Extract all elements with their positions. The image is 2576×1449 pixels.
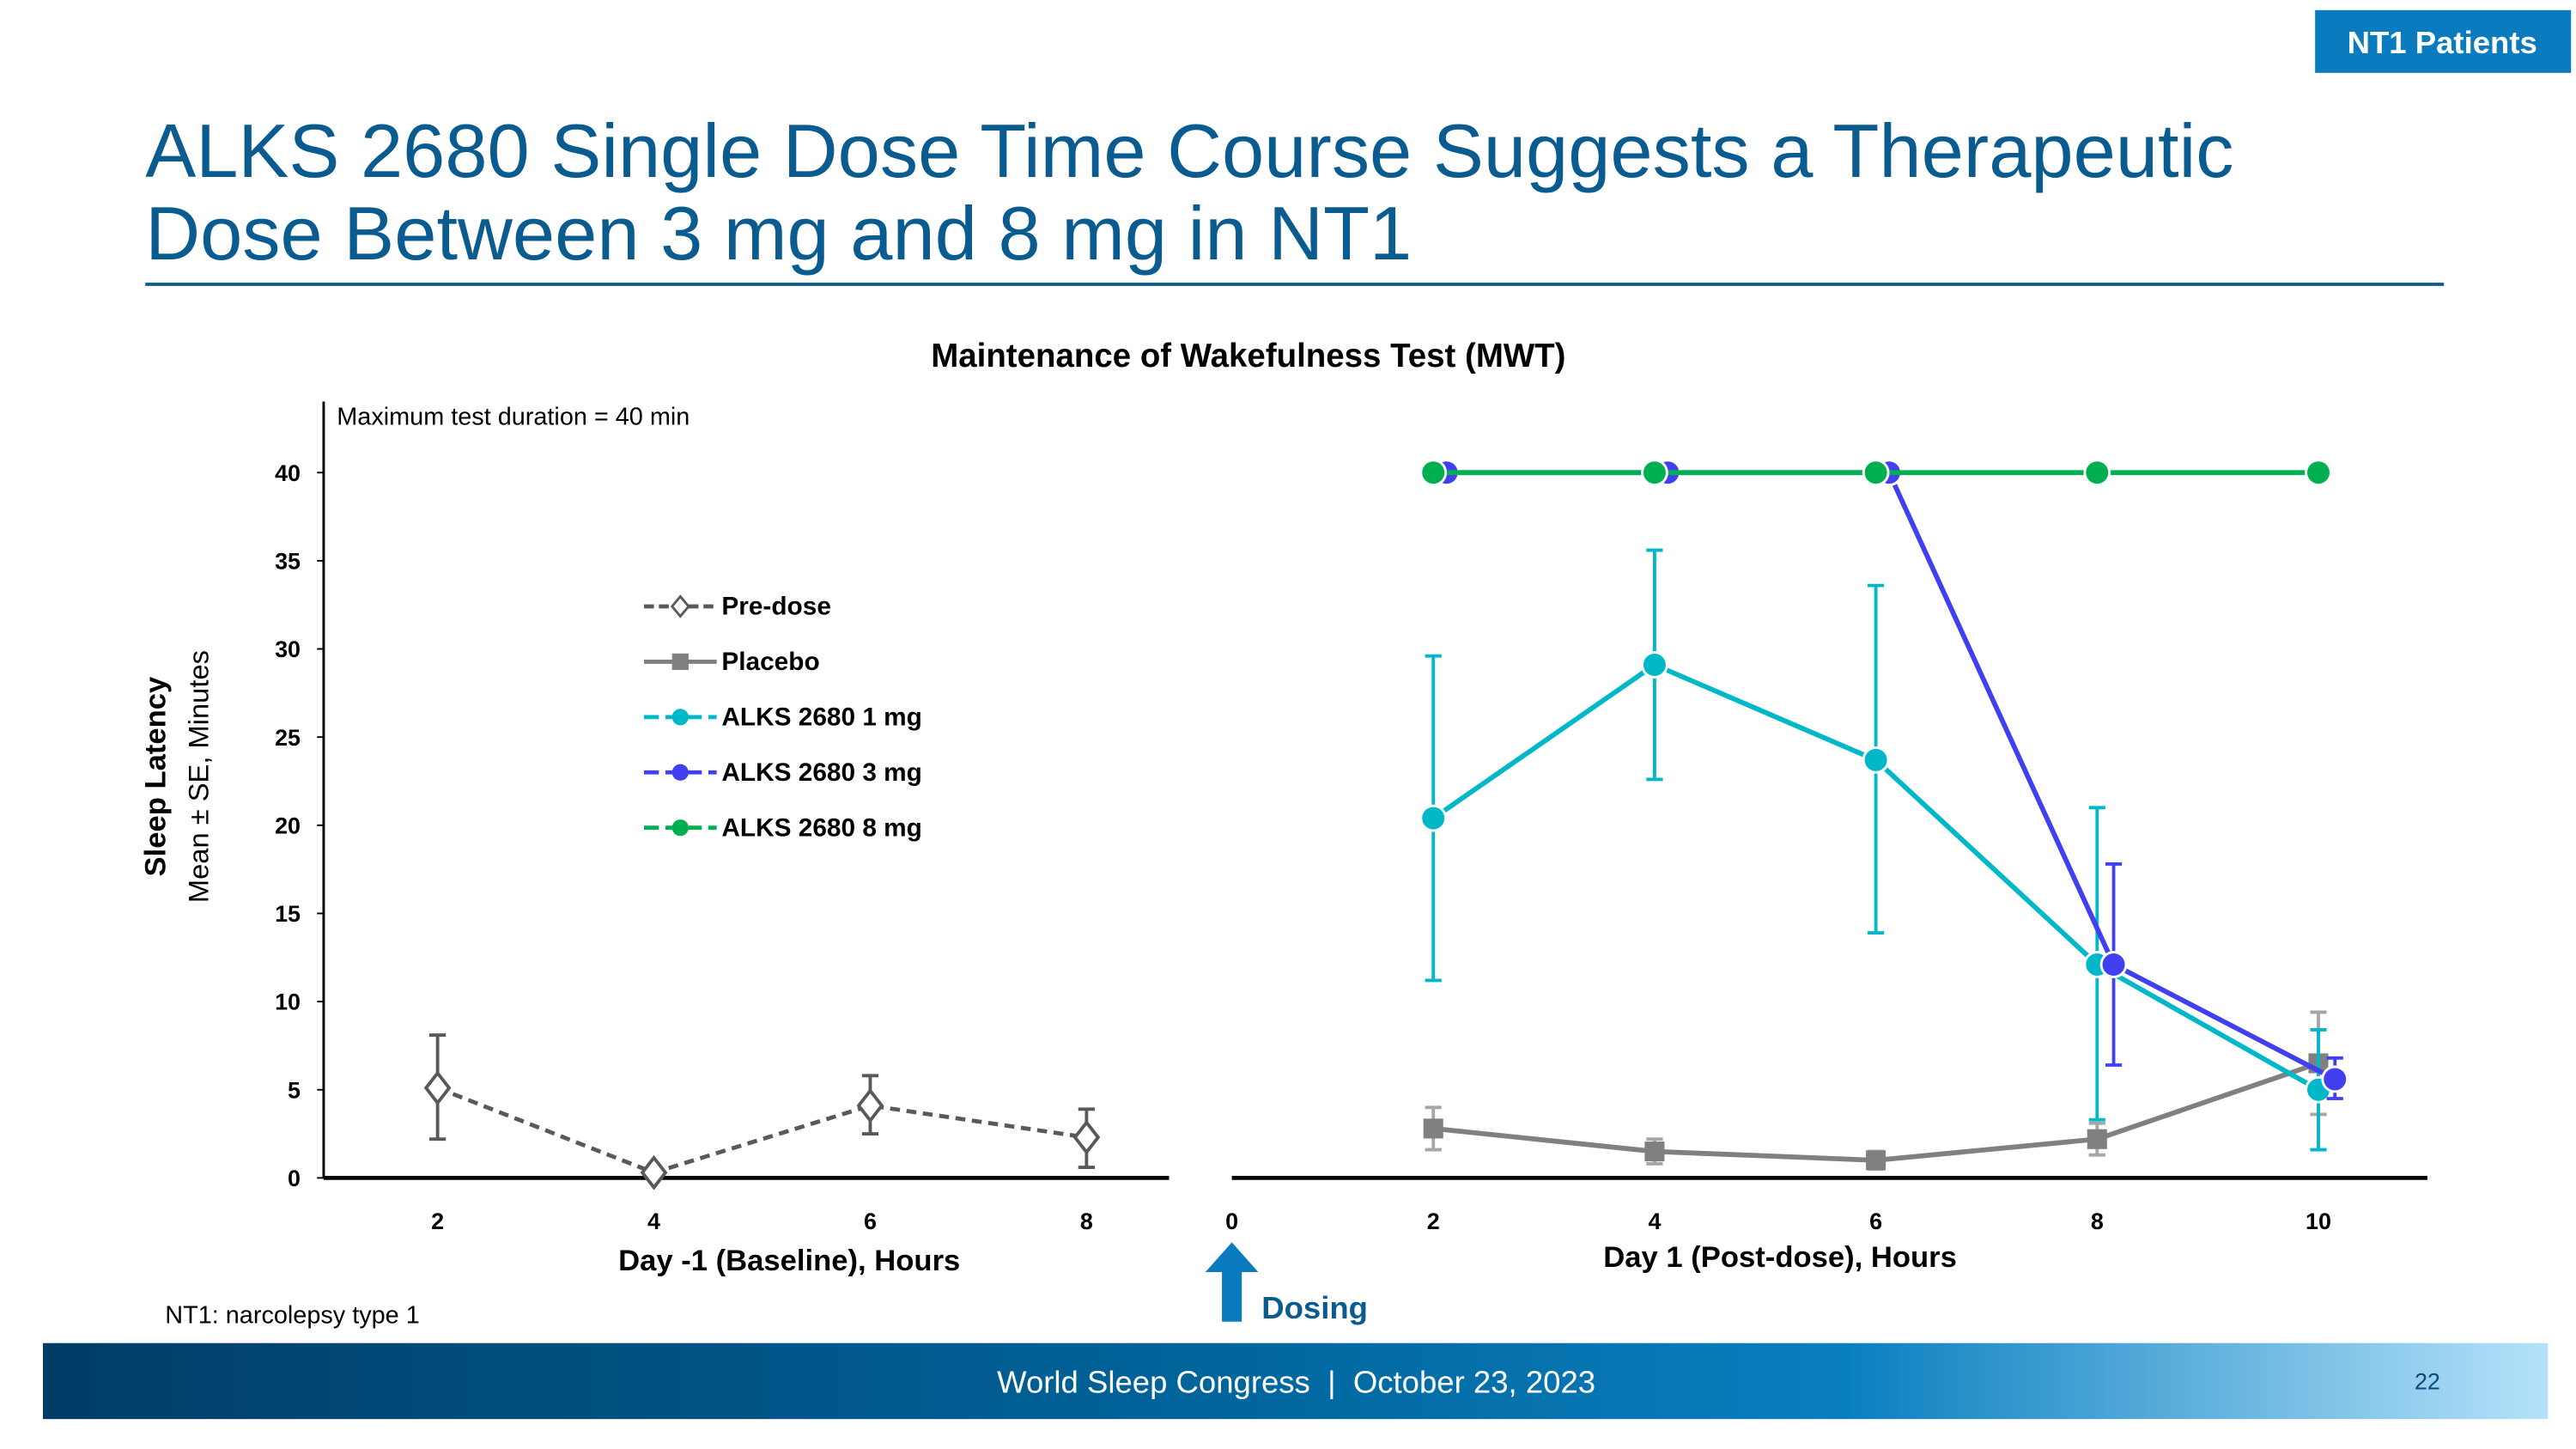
x-tick-label: 6	[864, 1209, 877, 1234]
page-title-line1: ALKS 2680 Single Dose Time Course Sugges…	[145, 108, 2233, 193]
x-tick-label: 6	[1869, 1209, 1882, 1234]
footer-bar	[43, 1342, 2549, 1420]
y-tick-label: 30	[275, 636, 301, 662]
data-point	[2083, 459, 2111, 487]
dosing-arrow-icon	[1205, 1242, 1259, 1322]
data-point	[1866, 1150, 1886, 1171]
dosing-label: Dosing	[1261, 1290, 1368, 1325]
x-tick-label: 8	[2091, 1209, 2104, 1234]
data-point	[2099, 951, 2128, 978]
data-point	[1641, 651, 1668, 679]
legend-marker	[671, 653, 689, 671]
badge	[2315, 9, 2572, 73]
data-point	[2321, 1065, 2349, 1093]
page-number: 22	[2415, 1369, 2440, 1395]
x-axis-label-baseline: Day -1 (Baseline), Hours	[618, 1245, 960, 1277]
data-point	[1419, 804, 1448, 832]
legend-marker	[671, 764, 689, 781]
x-axis-label-postdose: Day 1 (Post-dose), Hours	[1603, 1241, 1957, 1274]
badge-text: NT1 Patients	[2348, 25, 2537, 60]
y-tick-label: 20	[275, 813, 301, 838]
legend-label: ALKS 2680 8 mg	[721, 813, 922, 842]
x-tick-label: 10	[2306, 1209, 2331, 1234]
series-line	[1432, 1061, 2319, 1163]
data-point	[1644, 1142, 1665, 1162]
legend-marker	[671, 819, 689, 837]
y-axis-label-2: Mean ± SE, Minutes	[182, 650, 214, 903]
legend-marker	[670, 594, 690, 618]
y-tick-label: 40	[275, 460, 301, 486]
data-point	[2305, 459, 2332, 487]
data-point	[1423, 1118, 1443, 1139]
x-tick-label: 8	[1080, 1209, 1093, 1234]
legend-marker	[671, 709, 689, 726]
data-point	[1072, 1119, 1101, 1155]
data-point	[1641, 459, 1668, 487]
data-point	[423, 1070, 452, 1106]
plot-area: 0 5 10 15 20 25 30 35 40 2 4 6 8 0 2 4 6 8 10 Pre-dose Place…	[275, 401, 2427, 1234]
x-tick-label: 0	[1225, 1209, 1238, 1234]
data-point	[856, 1087, 884, 1123]
footnote: NT1: narcolepsy type 1	[165, 1302, 419, 1330]
legend-label: ALKS 2680 3 mg	[721, 758, 922, 787]
series-line	[436, 1086, 1087, 1175]
y-tick-label: 35	[275, 548, 301, 574]
data-point	[1419, 459, 1448, 487]
max-duration-note: Maximum test duration = 40 min	[337, 403, 690, 430]
x-tick-label: 2	[431, 1209, 444, 1234]
page-title-line2: Dose Between 3 mg and 8 mg in NT1	[145, 191, 1412, 276]
y-tick-label: 25	[275, 725, 301, 751]
data-point	[2087, 1129, 2107, 1149]
chart-title: Maintenance of Wakefulness Test (MWT)	[931, 338, 1565, 374]
y-tick-label: 0	[288, 1166, 301, 1191]
data-point	[1862, 459, 1890, 487]
x-tick-label: 4	[647, 1209, 660, 1234]
y-tick-label: 15	[275, 901, 301, 927]
legend-label: Pre-dose	[721, 593, 831, 621]
data-point	[640, 1154, 668, 1190]
data-point	[1862, 746, 1890, 774]
y-tick-label: 5	[288, 1077, 301, 1103]
y-axis-label: Sleep Latency	[139, 676, 172, 877]
legend-label: ALKS 2680 1 mg	[721, 703, 922, 731]
y-tick-label: 10	[275, 989, 301, 1015]
footer-text: World Sleep Congress | October 23, 2023	[997, 1364, 1595, 1399]
x-tick-label: 2	[1427, 1209, 1440, 1234]
legend-label: Placebo	[721, 648, 819, 676]
x-tick-label: 4	[1648, 1209, 1661, 1234]
